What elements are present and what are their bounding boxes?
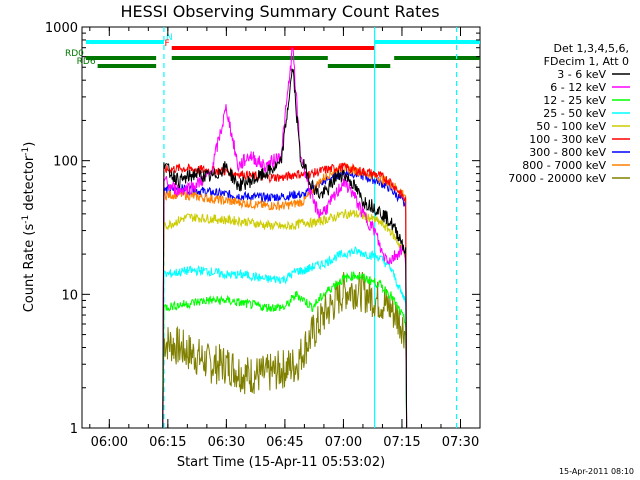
y-axis-label-main: Count Rate (s xyxy=(22,224,37,313)
x-tick-label: 07:00 xyxy=(325,435,362,450)
y-tick-label: 1 xyxy=(70,422,78,437)
legend-entry-label: 800 - 7000 keV xyxy=(522,159,606,172)
series-line-8 xyxy=(162,272,408,429)
y-axis-label-end: ) xyxy=(22,142,37,147)
y-axis-label-sup2: -1 xyxy=(21,147,31,156)
series-line-1 xyxy=(162,46,408,429)
y-tick-label: 100 xyxy=(53,155,78,170)
y-axis-ticks: 1 10 100 1000 xyxy=(45,21,480,437)
series-line-6 xyxy=(162,168,408,429)
series-line-2 xyxy=(162,271,408,429)
legend-entry-label: 3 - 6 keV xyxy=(557,68,606,81)
legend-entry-label: 300 - 800 keV xyxy=(529,146,606,159)
legend-header-line2: FDecim 1, Att 0 xyxy=(544,55,629,68)
x-tick-label: 06:30 xyxy=(208,435,245,450)
timestamp: 15-Apr-2011 08:10 xyxy=(559,467,634,476)
x-tick-label: 07:30 xyxy=(442,435,479,450)
series-line-5 xyxy=(162,162,408,429)
x-axis-ticks: 06:00 06:15 06:30 06:45 07:00 07:15 07:30 xyxy=(89,27,479,450)
legend-header-line1: Det 1,3,4,5,6, xyxy=(553,42,629,55)
legend-entry-label: 25 - 50 keV xyxy=(543,107,606,120)
series-line-3 xyxy=(162,246,408,429)
legend-entry-label: 100 - 300 keV xyxy=(529,133,606,146)
series-line-4 xyxy=(162,208,408,429)
plot-frame xyxy=(81,26,481,429)
x-tick-label: 06:00 xyxy=(91,435,128,450)
y-tick-label: 10 xyxy=(61,288,78,303)
y-tick-label: 1000 xyxy=(45,21,78,36)
y-axis-label-mid: detector xyxy=(22,155,37,215)
legend-entry-label: 7000 - 20000 keV xyxy=(508,172,606,185)
chart-title: HESSI Observing Summary Count Rates xyxy=(120,2,439,21)
legend: Det 1,3,4,5,6, FDecim 1, Att 0 3 - 6 keV… xyxy=(508,42,630,185)
series-line-0 xyxy=(162,68,408,429)
flag-label: F xyxy=(165,39,170,49)
x-tick-label: 06:15 xyxy=(149,435,186,450)
x-axis-label: Start Time (15-Apr-11 05:53:02) xyxy=(177,455,385,470)
legend-entry-label: 6 - 12 keV xyxy=(550,81,606,94)
legend-entry-label: 12 - 25 keV xyxy=(543,94,606,107)
x-tick-label: 07:15 xyxy=(383,435,420,450)
vertical-markers xyxy=(163,27,458,428)
legend-entry-label: 50 - 100 keV xyxy=(536,120,606,133)
x-tick-label: 06:45 xyxy=(266,435,303,450)
flag-label: N xyxy=(166,33,173,43)
y-axis-label-sup1: -1 xyxy=(21,215,31,224)
flag-label: RD6 xyxy=(77,57,96,67)
flag-label: RD0 xyxy=(65,49,84,59)
series-lines xyxy=(162,46,408,429)
y-axis-label: Count Rate (s-1 detector-1) xyxy=(21,142,37,313)
